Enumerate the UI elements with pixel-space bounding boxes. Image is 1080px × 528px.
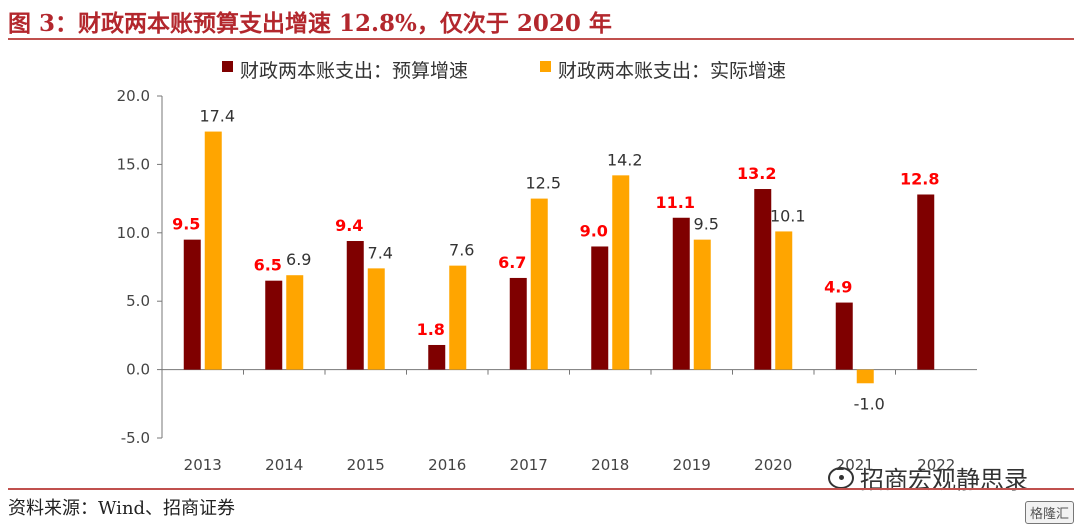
x-tick-label: 2013 [184, 456, 222, 474]
data-label-actual: 6.9 [286, 250, 311, 269]
data-label-actual: 14.2 [607, 150, 643, 169]
data-label-budget: 4.9 [824, 278, 852, 297]
y-tick-label: 10.0 [117, 224, 150, 242]
legend: 财政两本账支出：预算增速 财政两本账支出：实际增速 [222, 60, 786, 82]
data-label-budget: 1.8 [417, 320, 445, 339]
bar-budget-growth [428, 344, 446, 370]
y-tick-label: 15.0 [117, 155, 150, 173]
figure-title: 图 3：财政两本账预算支出增速 12.8%，仅次于 2020 年 [8, 10, 612, 37]
y-tick-label: -5.0 [121, 429, 150, 447]
y-tick-label: 20.0 [117, 87, 150, 105]
bar-budget-growth [835, 302, 853, 370]
bars [183, 131, 935, 384]
bar-budget-growth [672, 217, 690, 370]
data-labels: 9.5 6.5 9.4 1.8 6.7 9.0 11.1 13.2 4.9 12.8 17.4 6.9… [172, 107, 939, 414]
x-tick-label: 2020 [754, 456, 792, 474]
x-tick-label: 2016 [428, 456, 466, 474]
data-label-budget: 12.8 [900, 169, 939, 188]
data-label-budget: 9.0 [580, 221, 608, 240]
x-tick-label: 2019 [673, 456, 711, 474]
data-label-budget: 13.2 [737, 164, 776, 183]
x-tick-label: 2022 [917, 456, 955, 474]
y-tick-label: 0.0 [126, 361, 150, 379]
bar-actual-growth [367, 268, 385, 370]
bar-actual-growth [449, 265, 467, 370]
bar-actual-growth [286, 275, 304, 370]
legend-swatch-budget [222, 61, 233, 72]
data-label-budget: 6.5 [254, 256, 282, 275]
y-tick-label: 5.0 [126, 292, 150, 310]
y-axis: 20.0 15.0 10.0 5.0 0.0 -5.0 [117, 87, 163, 447]
data-label-actual: 10.1 [770, 206, 806, 225]
data-label-actual: 7.4 [368, 243, 393, 262]
legend-label-actual: 财政两本账支出：实际增速 [558, 60, 786, 82]
bar-budget-growth [754, 189, 772, 370]
data-label-budget: 11.1 [656, 193, 695, 212]
corner-badge: 格隆汇 [1024, 501, 1074, 524]
source-note: 资料来源：Wind、招商证券 [8, 498, 236, 519]
bar-budget-growth [591, 246, 609, 370]
bar-budget-growth [509, 277, 527, 370]
bar-actual-growth [530, 198, 548, 370]
data-label-actual: 7.6 [449, 241, 474, 260]
data-label-budget: 6.7 [498, 253, 526, 272]
data-label-actual: 12.5 [525, 174, 561, 193]
data-label-budget: 9.4 [335, 216, 363, 235]
data-label-actual: 17.4 [199, 107, 235, 126]
x-tick-label: 2018 [591, 456, 629, 474]
bar-actual-growth [856, 369, 874, 384]
bar-budget-growth [346, 241, 364, 370]
bar-actual-growth [693, 239, 711, 370]
legend-swatch-actual [540, 61, 551, 72]
x-tick-label: 2017 [510, 456, 548, 474]
bar-budget-growth [183, 239, 201, 370]
wechat-icon [828, 466, 854, 489]
legend-label-budget: 财政两本账支出：预算增速 [240, 60, 468, 82]
title-rule [8, 38, 1074, 40]
data-label-budget: 9.5 [172, 215, 200, 234]
bar-budget-growth [917, 194, 935, 370]
bar-actual-growth [612, 175, 630, 370]
bar-chart: 财政两本账支出：预算增速 财政两本账支出：实际增速 20.0 15.0 10.0 5.0… [117, 60, 977, 474]
x-axis: 2013 2014 2015 2016 2017 2018 2019 2020 2021 2022 [161, 369, 977, 474]
source-rule [8, 488, 1074, 490]
bar-budget-growth [265, 280, 283, 370]
data-label-actual: -1.0 [854, 394, 885, 413]
bar-actual-growth [204, 131, 222, 370]
data-label-actual: 9.5 [694, 215, 719, 234]
x-tick-label: 2014 [265, 456, 303, 474]
bar-actual-growth [775, 231, 793, 370]
x-tick-label: 2015 [347, 456, 385, 474]
